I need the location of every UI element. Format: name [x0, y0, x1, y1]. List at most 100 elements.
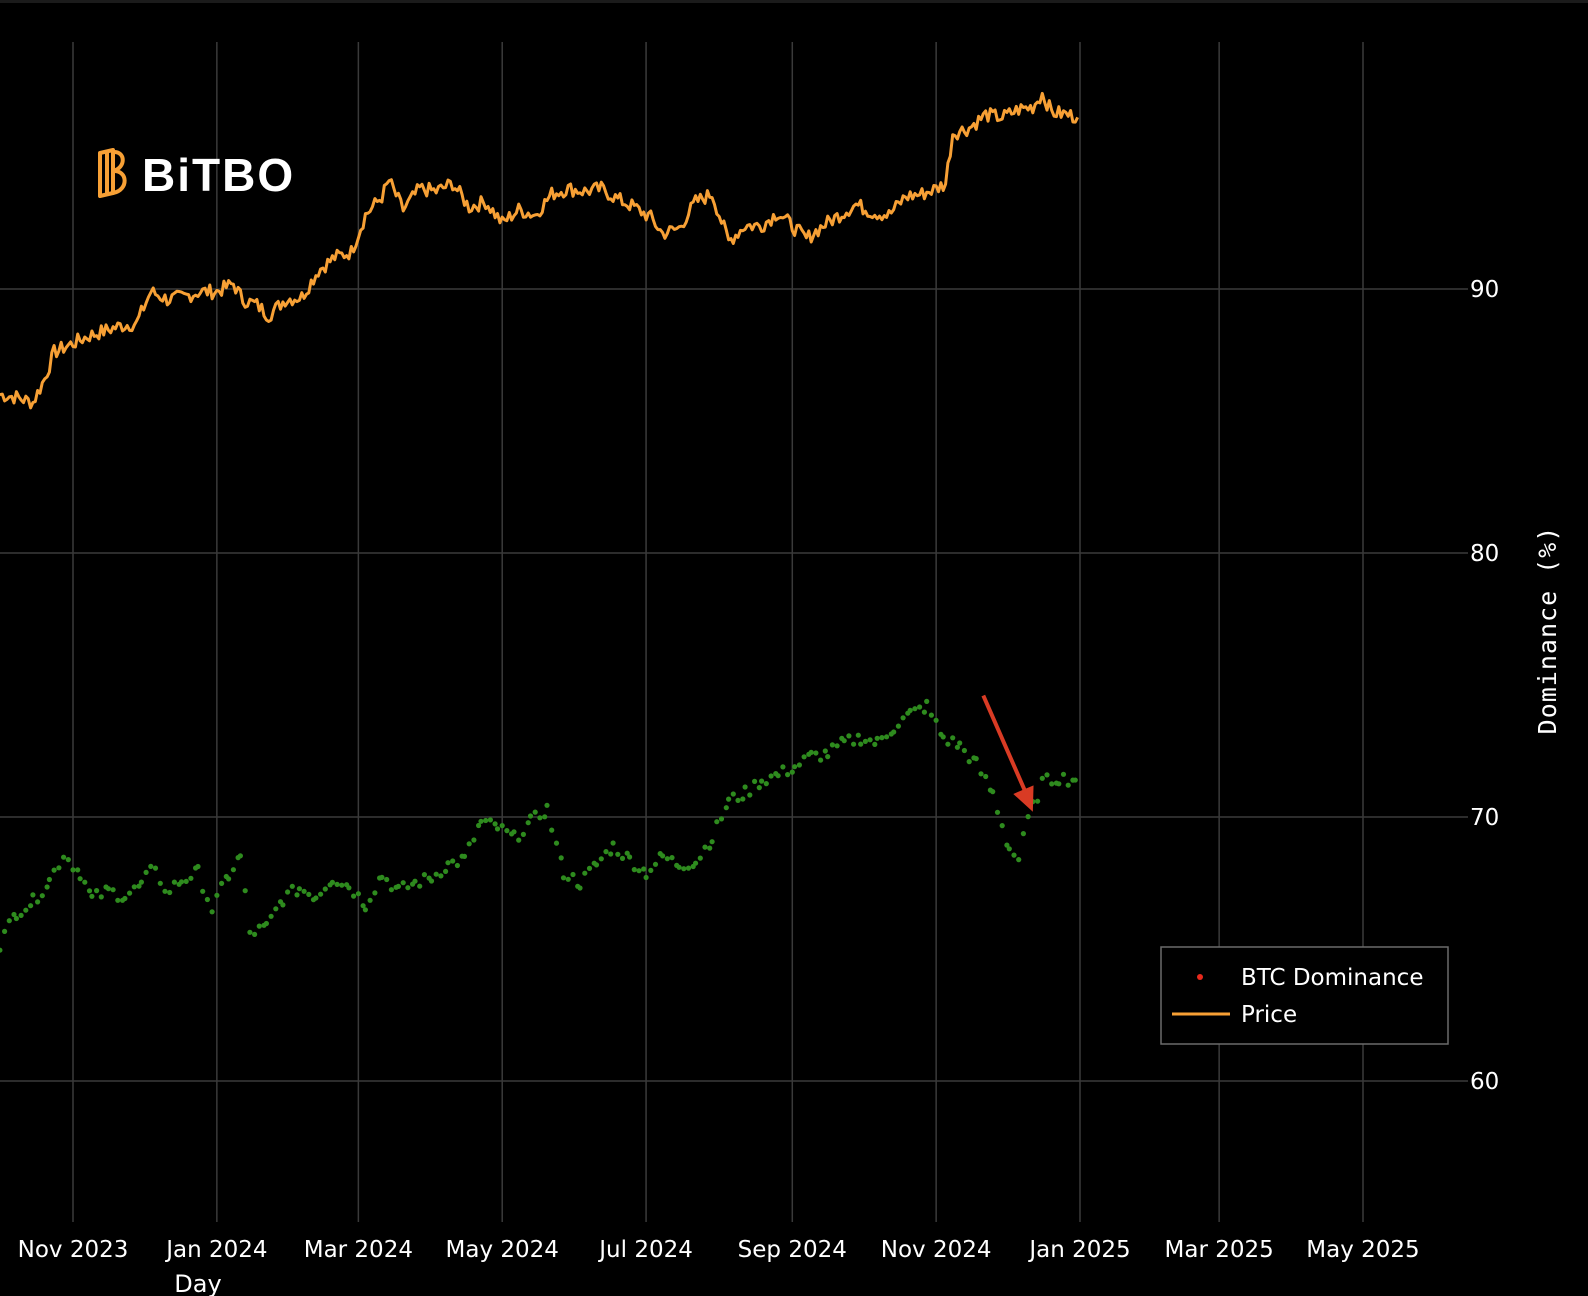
- dominance-point: [912, 706, 918, 712]
- dominance-point: [1039, 775, 1045, 781]
- dominance-point: [433, 871, 439, 877]
- dominance-point: [204, 896, 210, 903]
- dominance-point: [610, 840, 616, 846]
- dominance-point: [2, 928, 8, 935]
- legend-dominance-label: BTC Dominance: [1241, 965, 1423, 991]
- dominance-point: [188, 875, 194, 881]
- dominance-point: [990, 789, 996, 795]
- dominance-point: [1035, 798, 1041, 804]
- dominance-point: [11, 911, 17, 918]
- dominance-point: [664, 856, 670, 862]
- dominance-point: [669, 855, 675, 861]
- dominance-point: [294, 892, 300, 898]
- dominance-point: [115, 897, 121, 903]
- dominance-point: [105, 886, 111, 892]
- dominance-point: [157, 880, 163, 886]
- dominance-point: [339, 882, 345, 888]
- dominance-point: [702, 844, 708, 850]
- dominance-point: [586, 865, 593, 872]
- dominance-point: [792, 764, 798, 770]
- dominance-point: [608, 851, 614, 857]
- dominance-point: [322, 886, 328, 892]
- dominance-point: [285, 889, 291, 895]
- dominance-point: [822, 748, 828, 754]
- x-tick-label: Nov 2024: [881, 1237, 992, 1263]
- dominance-point: [759, 778, 765, 784]
- dominance-point: [693, 860, 699, 866]
- dominance-point: [230, 867, 236, 873]
- dominance-point: [867, 737, 873, 743]
- dominance-point: [846, 733, 852, 739]
- dominance-point: [615, 851, 621, 857]
- dominance-point: [122, 895, 128, 902]
- dominance-point: [110, 887, 116, 893]
- dominance-point: [598, 856, 604, 862]
- dominance-point: [851, 741, 857, 747]
- dominance-point: [131, 884, 137, 890]
- dominance-point: [152, 865, 159, 871]
- dominance-point: [301, 888, 307, 894]
- dominance-point: [209, 909, 215, 915]
- dominance-point: [296, 886, 302, 892]
- dominance-point: [681, 866, 687, 872]
- dominance-point: [945, 741, 951, 747]
- dominance-point: [1072, 777, 1078, 783]
- dominance-point: [428, 878, 435, 884]
- x-tick-label: Jan 2025: [1027, 1237, 1130, 1263]
- annotation-arrow: [981, 694, 1034, 812]
- dominance-point: [313, 895, 319, 901]
- x-tick-label: May 2024: [446, 1237, 559, 1263]
- legend-price-label: Price: [1241, 1002, 1297, 1028]
- dominance-point: [648, 867, 654, 874]
- dominance-point: [994, 809, 1001, 815]
- dominance-point: [438, 873, 444, 879]
- dominance-point: [94, 888, 100, 894]
- dominance-point: [200, 888, 206, 894]
- dominance-point: [148, 863, 154, 870]
- dominance-point: [355, 891, 361, 897]
- dominance-point: [412, 878, 418, 884]
- dominance-point: [718, 816, 725, 822]
- dominance-point: [961, 747, 968, 754]
- dominance-point: [933, 717, 939, 723]
- dominance-point: [362, 907, 368, 913]
- dominance-point: [891, 729, 897, 735]
- dominance-point: [544, 802, 550, 808]
- dominance-point: [400, 880, 406, 886]
- dominance-point: [855, 732, 861, 738]
- dominance-point: [1065, 782, 1071, 788]
- dominance-point: [395, 883, 401, 890]
- dominance-point: [723, 805, 729, 811]
- dominance-point: [75, 867, 81, 873]
- dominance-point: [372, 890, 378, 896]
- dominance-point: [13, 915, 19, 922]
- dominance-point: [730, 791, 736, 797]
- dominance-point: [86, 888, 93, 894]
- dominance-point: [742, 784, 748, 790]
- dominance-point: [263, 920, 269, 927]
- dominance-point: [841, 738, 847, 744]
- dominance-point: [483, 817, 489, 824]
- dominance-point: [957, 740, 963, 746]
- dominance-point: [268, 913, 274, 919]
- bitbo-logo-icon: [98, 148, 127, 198]
- dominance-point: [775, 773, 781, 779]
- dominance-point: [726, 796, 732, 802]
- dominance-point: [884, 734, 890, 740]
- dominance-point: [1049, 781, 1055, 787]
- dominance-point: [525, 820, 531, 826]
- dominance-point: [619, 855, 626, 862]
- dominance-point: [256, 923, 262, 929]
- dominance-point: [44, 884, 50, 890]
- dominance-point: [421, 872, 427, 878]
- dominance-point: [136, 883, 142, 889]
- dominance-point: [252, 931, 258, 938]
- dominance-point: [346, 885, 352, 891]
- dominance-point: [504, 828, 510, 834]
- y-tick-label: 70: [1470, 805, 1499, 831]
- dominance-point: [796, 762, 803, 768]
- dominance-point: [954, 744, 961, 750]
- dominance-point: [487, 817, 493, 823]
- dominance-point: [219, 880, 225, 887]
- dominance-point: [549, 827, 555, 833]
